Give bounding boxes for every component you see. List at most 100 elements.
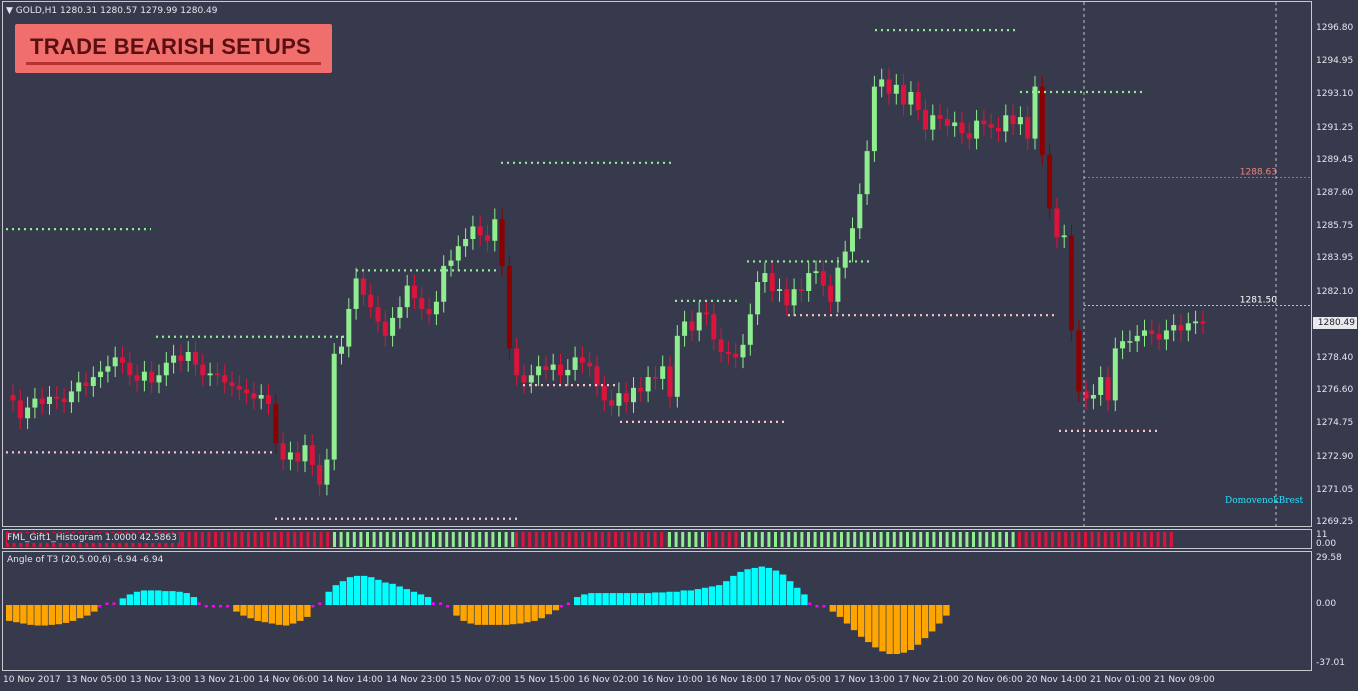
- candle-body: [616, 393, 622, 406]
- fml-bar: [511, 532, 515, 547]
- candle-body: [1061, 235, 1067, 238]
- price-tick: 1289.45: [1316, 154, 1354, 165]
- fml-bar: [853, 532, 857, 547]
- angle-bar: [467, 605, 474, 624]
- angle-bar: [850, 605, 858, 631]
- candle-body: [857, 194, 863, 229]
- time-tick: 17 Nov 13:00: [834, 675, 895, 685]
- fml-bar: [1117, 532, 1120, 547]
- angle-bar: [772, 570, 780, 605]
- angle-bar: [801, 594, 808, 605]
- fml-bar: [521, 532, 525, 547]
- angle-bar: [538, 605, 545, 619]
- candle-body: [317, 464, 323, 485]
- price-tick: 1276.60: [1316, 385, 1354, 396]
- angle-bar: [219, 605, 222, 608]
- fml-bar: [438, 532, 442, 547]
- angle-bar: [375, 579, 382, 605]
- candle-body: [1010, 115, 1016, 125]
- candle-body: [740, 344, 746, 358]
- angle-bar: [282, 605, 290, 626]
- fml-bar: [418, 532, 422, 547]
- fml-bar: [1163, 532, 1167, 547]
- candle-body: [1149, 330, 1155, 335]
- candle-body: [426, 308, 432, 315]
- angle-bar: [432, 602, 435, 605]
- angle-bar: [27, 605, 34, 625]
- fml-bar: [299, 532, 303, 547]
- fml-bar: [1156, 532, 1160, 547]
- candle-body: [572, 357, 578, 370]
- fml-bar: [200, 532, 204, 547]
- candle-body: [1025, 117, 1031, 139]
- angle-bar: [62, 605, 70, 623]
- candle-body: [360, 278, 366, 295]
- time-tick: 14 Nov 23:00: [386, 675, 447, 685]
- fml-bar: [826, 532, 830, 547]
- candle-body: [193, 351, 198, 365]
- angle-label: Angle of T3 (20,5.00,6) -6.94 -6.94: [7, 555, 164, 565]
- price-chart-panel[interactable]: 1288.63 1281.50 ▼ GOLD,H1 1280.31 1280.57…: [2, 1, 1312, 527]
- chart-menu-icon[interactable]: ▼: [6, 6, 13, 16]
- fml-bar: [873, 532, 876, 547]
- angle-bar: [858, 605, 865, 637]
- candle-body: [747, 314, 753, 345]
- angle-bar: [197, 602, 201, 605]
- price-tick: 1283.95: [1316, 253, 1354, 264]
- angle-t3-panel[interactable]: Angle of T3 (20,5.00,6) -6.94 -6.94: [2, 551, 1312, 671]
- angle-bar: [921, 605, 929, 639]
- candle-body: [820, 271, 826, 286]
- candle-body: [966, 133, 972, 139]
- angle-bar: [708, 586, 716, 605]
- candlestick-chart[interactable]: 1288.63 1281.50: [3, 2, 1312, 527]
- angle-bar: [765, 567, 773, 605]
- angle-bar: [637, 593, 645, 605]
- candle-body: [514, 348, 520, 376]
- fml-bar: [352, 532, 356, 547]
- fml-bar: [1051, 532, 1054, 547]
- angle-bar: [531, 605, 538, 621]
- fml-bar: [567, 532, 571, 547]
- candle-body: [777, 289, 782, 291]
- candle-body: [828, 285, 834, 302]
- candle-body: [419, 298, 425, 309]
- fml-scale-bottom: 0.00: [1316, 539, 1337, 549]
- fml-bar: [1018, 532, 1021, 547]
- angle-bar: [893, 605, 900, 654]
- fml-histogram-panel[interactable]: FML_Gift1_Histogram 1.0000 42.5863: [2, 529, 1312, 549]
- candle-body: [601, 386, 607, 401]
- angle-bar: [20, 605, 27, 624]
- angle-tick-bottom: -37.01: [1316, 658, 1346, 668]
- angle-bar: [630, 593, 638, 605]
- chart-title: ▼ GOLD,H1 1280.31 1280.57 1279.99 1280.4…: [6, 6, 217, 16]
- angle-bar: [730, 575, 737, 605]
- angle-bar: [396, 586, 403, 605]
- fml-bar: [587, 532, 591, 547]
- angle-bar: [304, 605, 311, 617]
- angle-bar: [332, 585, 339, 605]
- angle-bar: [943, 605, 950, 616]
- candle-body: [178, 355, 184, 361]
- candle-body: [923, 109, 928, 130]
- candle-body: [864, 151, 870, 195]
- fml-bar: [767, 532, 771, 547]
- candle-body: [141, 371, 147, 381]
- candle-body: [1054, 208, 1060, 238]
- angle-bar: [133, 591, 141, 605]
- candle-body: [25, 407, 31, 419]
- candle-body: [886, 79, 892, 94]
- candle-body: [558, 364, 563, 376]
- fml-bar: [333, 532, 336, 547]
- angle-bar: [694, 589, 702, 605]
- angle-bar: [84, 605, 91, 616]
- fml-bar: [866, 532, 870, 547]
- candle-body: [952, 122, 958, 127]
- candle-body: [222, 375, 228, 383]
- price-tick: 1293.10: [1316, 89, 1354, 100]
- candle-body: [200, 364, 206, 376]
- fml-bar: [214, 532, 217, 547]
- price-tick: 1269.25: [1316, 517, 1354, 527]
- fml-bar: [714, 532, 718, 547]
- candle-body: [587, 362, 593, 367]
- candle-body: [331, 353, 337, 460]
